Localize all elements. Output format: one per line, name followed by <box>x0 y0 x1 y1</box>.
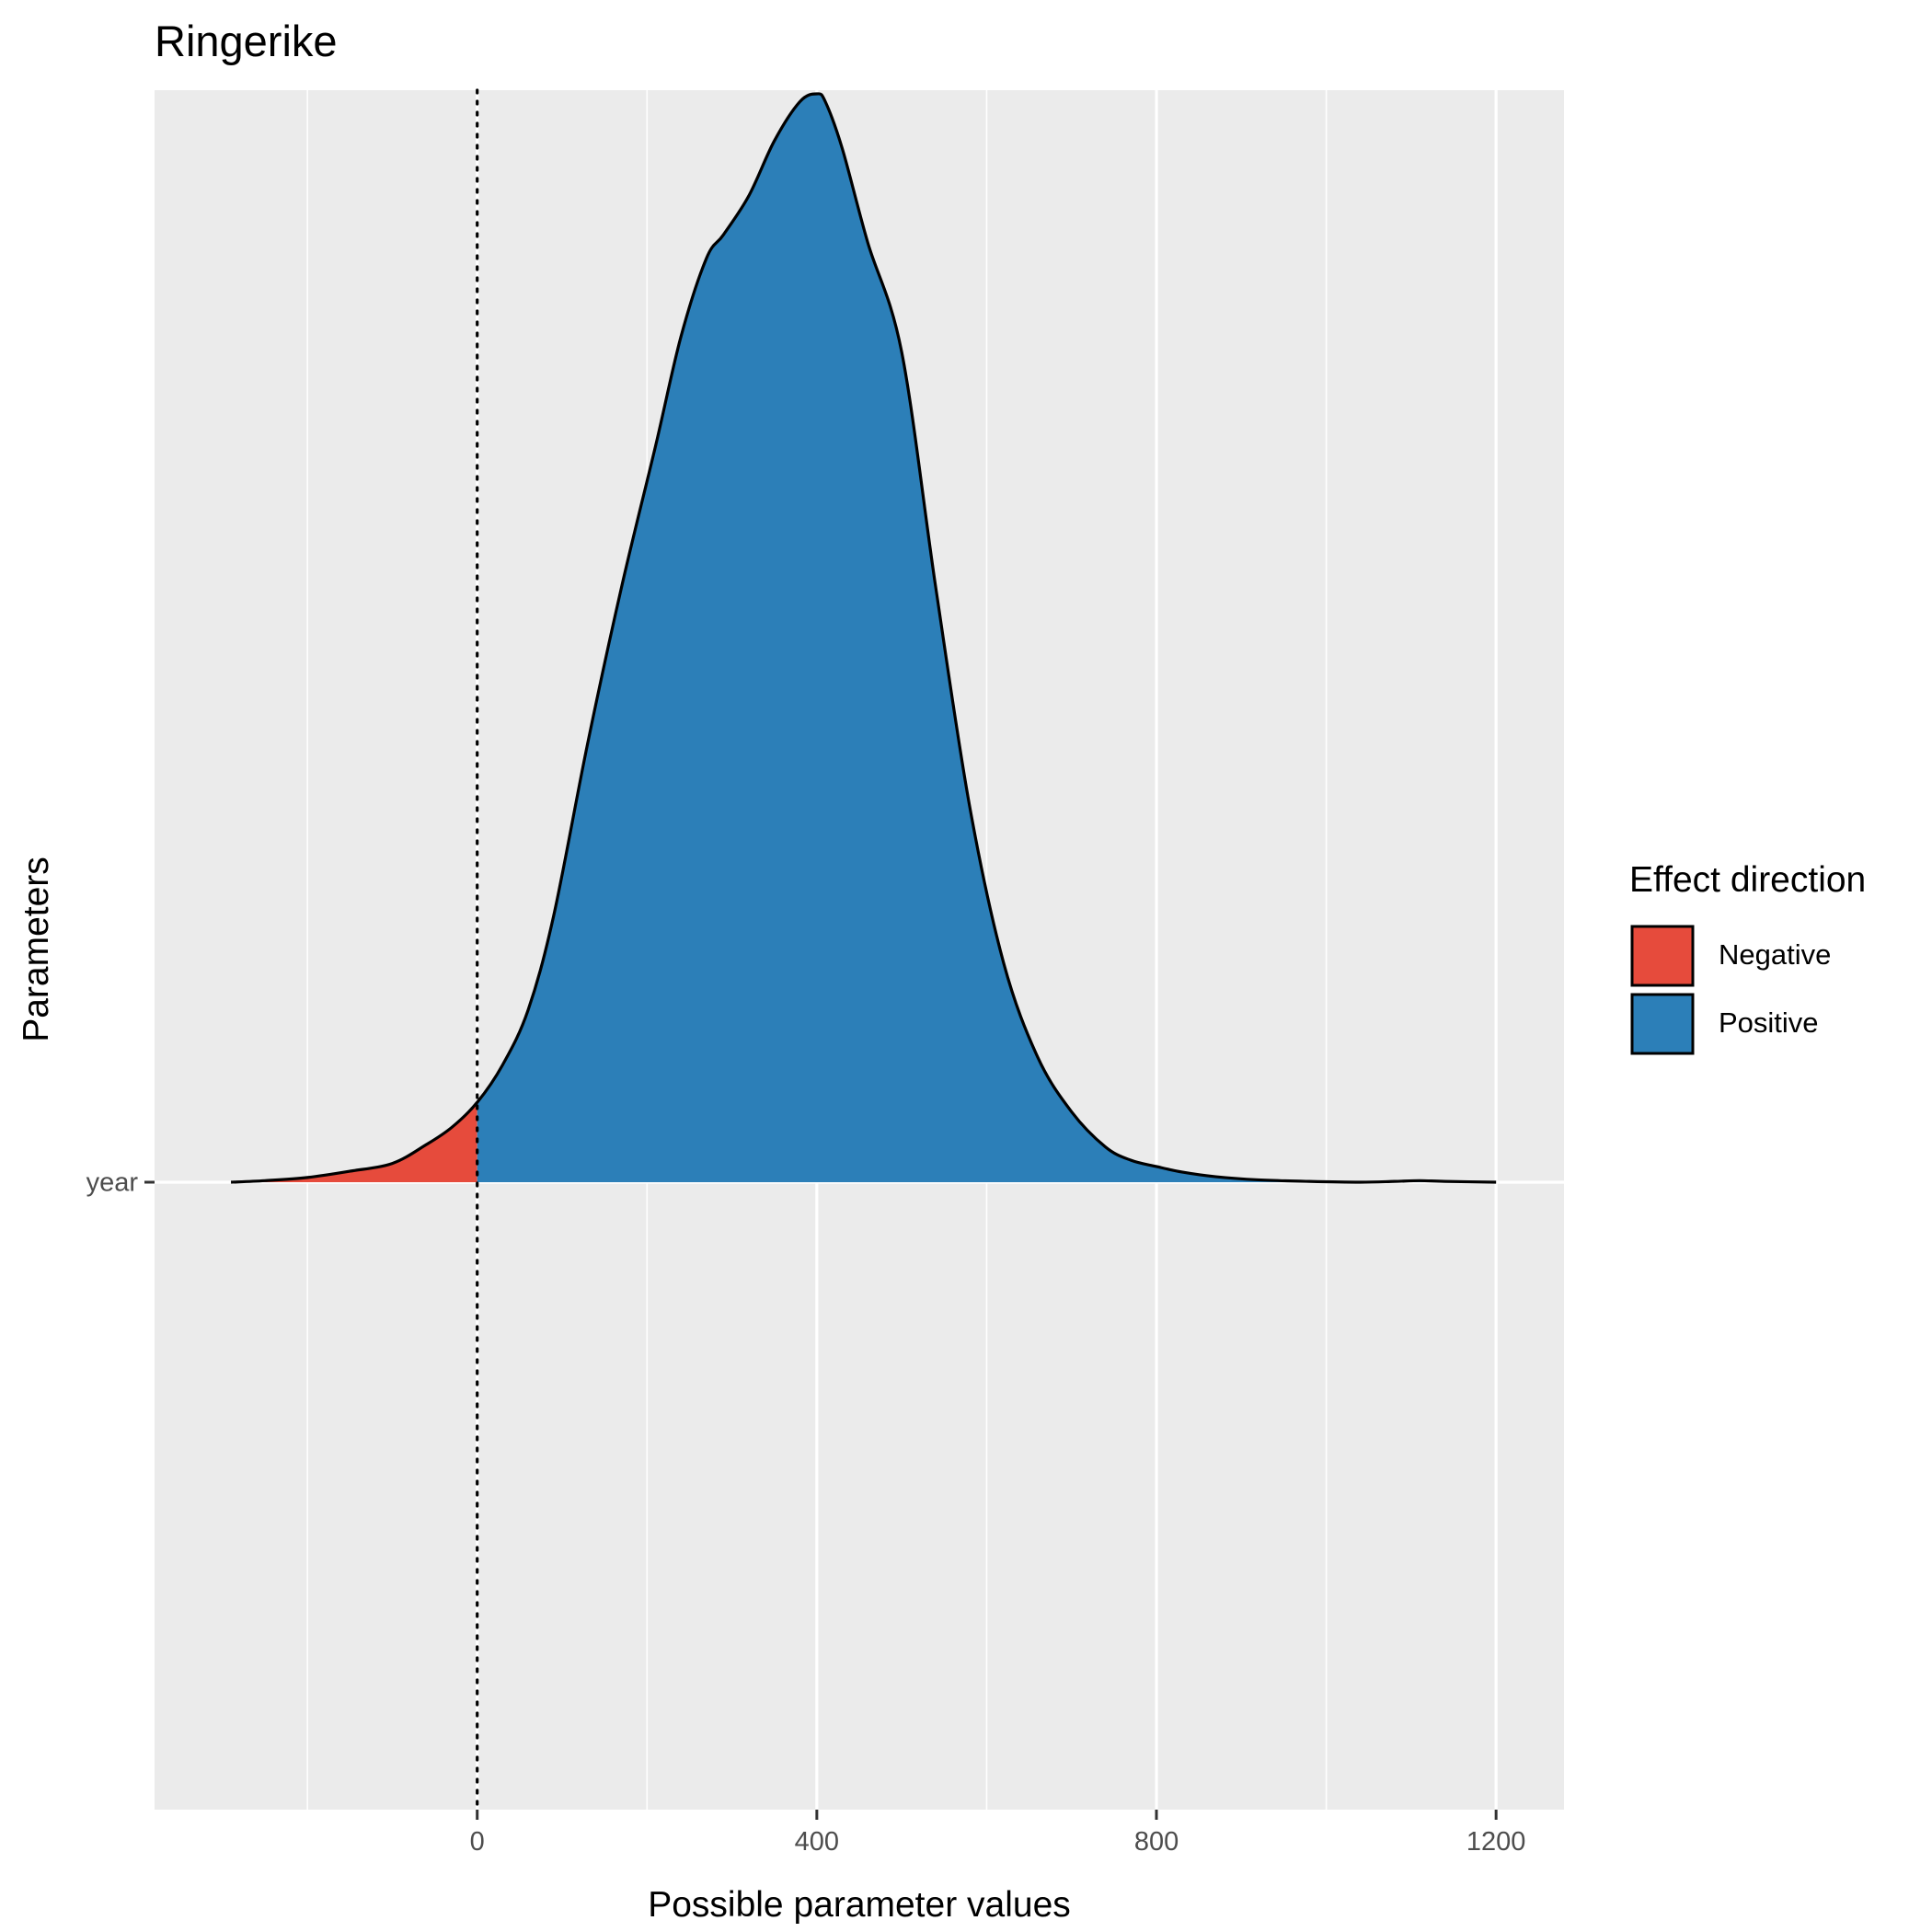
density-outline <box>230 92 1497 1184</box>
chart-title: Ringerike <box>155 17 338 65</box>
x-tick-label: 1200 <box>1466 1827 1526 1857</box>
y-tick-label-year: year <box>86 1168 139 1198</box>
legend-label-negative: Negative <box>1719 938 1831 971</box>
legend-key-negative <box>1630 925 1695 987</box>
density-ridge <box>230 92 1497 1184</box>
x-tick-label: 400 <box>795 1827 839 1857</box>
negative-density-area <box>231 1102 477 1182</box>
legend: Effect direction Negative Positive <box>1629 860 1866 1055</box>
x-axis: 0 400 800 1200 <box>470 1810 1526 1857</box>
legend-label-positive: Positive <box>1719 1006 1819 1039</box>
x-tick-label: 0 <box>470 1827 485 1857</box>
legend-title: Effect direction <box>1629 860 1866 900</box>
positive-density-area <box>477 93 1497 1183</box>
y-axis: year <box>86 1168 155 1198</box>
x-tick-label: 800 <box>1134 1827 1179 1857</box>
legend-key-positive <box>1630 993 1695 1055</box>
y-axis-title: Parameters <box>17 857 56 1042</box>
x-axis-title: Possible parameter values <box>648 1885 1071 1925</box>
